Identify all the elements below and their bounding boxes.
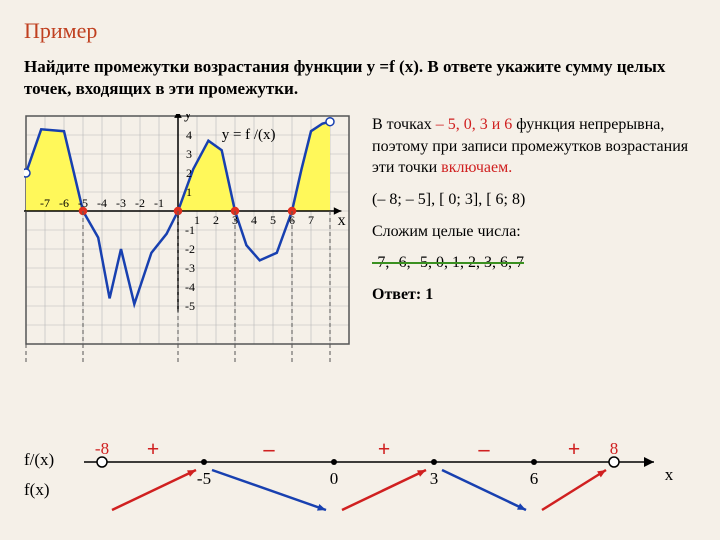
svg-text:4: 4 [186, 128, 192, 142]
svg-text:x: x [665, 465, 674, 484]
problem-text: Найдите промежутки возрастания функции у… [24, 56, 696, 100]
svg-text:4: 4 [251, 213, 257, 227]
svg-text:3: 3 [186, 147, 192, 161]
svg-text:5: 5 [270, 213, 276, 227]
svg-text:x: x [338, 212, 346, 229]
svg-text:-3: -3 [185, 261, 195, 275]
svg-text:-7: -7 [40, 196, 50, 210]
svg-text:-5: -5 [78, 196, 88, 210]
svg-text:6: 6 [289, 213, 295, 227]
sum: -7, -6, -5, 0, 1, 2, 3, 6, 7 [372, 252, 696, 274]
page-title: Пример [24, 18, 696, 44]
answer-value: 1 [425, 286, 433, 303]
svg-text:8: 8 [610, 439, 619, 458]
svg-text:-3: -3 [116, 196, 126, 210]
t: – 5, 0, 3 и 6 [436, 116, 513, 133]
svg-text:-4: -4 [185, 280, 195, 294]
svg-text:-4: -4 [97, 196, 107, 210]
svg-text:7: 7 [308, 213, 314, 227]
t: Ответ: [372, 286, 425, 303]
svg-text:-1: -1 [185, 223, 195, 237]
svg-text:-2: -2 [185, 242, 195, 256]
t: включаем. [441, 159, 512, 176]
svg-text:3: 3 [430, 469, 439, 488]
svg-text:+: + [378, 436, 391, 461]
svg-text:y: y [184, 114, 192, 122]
svg-text:y = f /(x): y = f /(x) [222, 127, 276, 143]
graph: -7-6-5-4-3-2-112345674321-1-2-3-4-5yxy =… [24, 114, 354, 362]
explanation: В точках – 5, 0, 3 и 6 функция непрерывн… [372, 114, 696, 362]
svg-text:+: + [568, 436, 581, 461]
svg-text:-5: -5 [185, 299, 195, 313]
svg-text:-5: -5 [197, 469, 211, 488]
svg-text:-2: -2 [135, 196, 145, 210]
svg-text:-8: -8 [95, 439, 109, 458]
svg-text:-1: -1 [154, 196, 164, 210]
svg-text:2: 2 [213, 213, 219, 227]
svg-text:3: 3 [232, 213, 238, 227]
f-label: f(x) [24, 480, 49, 500]
svg-text:1: 1 [186, 185, 192, 199]
svg-text:6: 6 [530, 469, 539, 488]
svg-text:0: 0 [330, 469, 339, 488]
t: В точках [372, 116, 436, 133]
svg-text:-6: -6 [59, 196, 69, 210]
intervals: (– 8; – 5], [ 0; 3], [ 6; 8) [372, 189, 696, 211]
svg-text:2: 2 [186, 166, 192, 180]
t: Сложим целые числа: [372, 221, 696, 243]
svg-text:–: – [478, 436, 491, 461]
fprime-label: f/(x) [24, 450, 54, 470]
svg-text:+: + [147, 436, 160, 461]
sign-line: f/(x) f(x) -8 8 -5 0 3 6 x + – + – + [24, 432, 696, 522]
svg-text:–: – [263, 436, 276, 461]
